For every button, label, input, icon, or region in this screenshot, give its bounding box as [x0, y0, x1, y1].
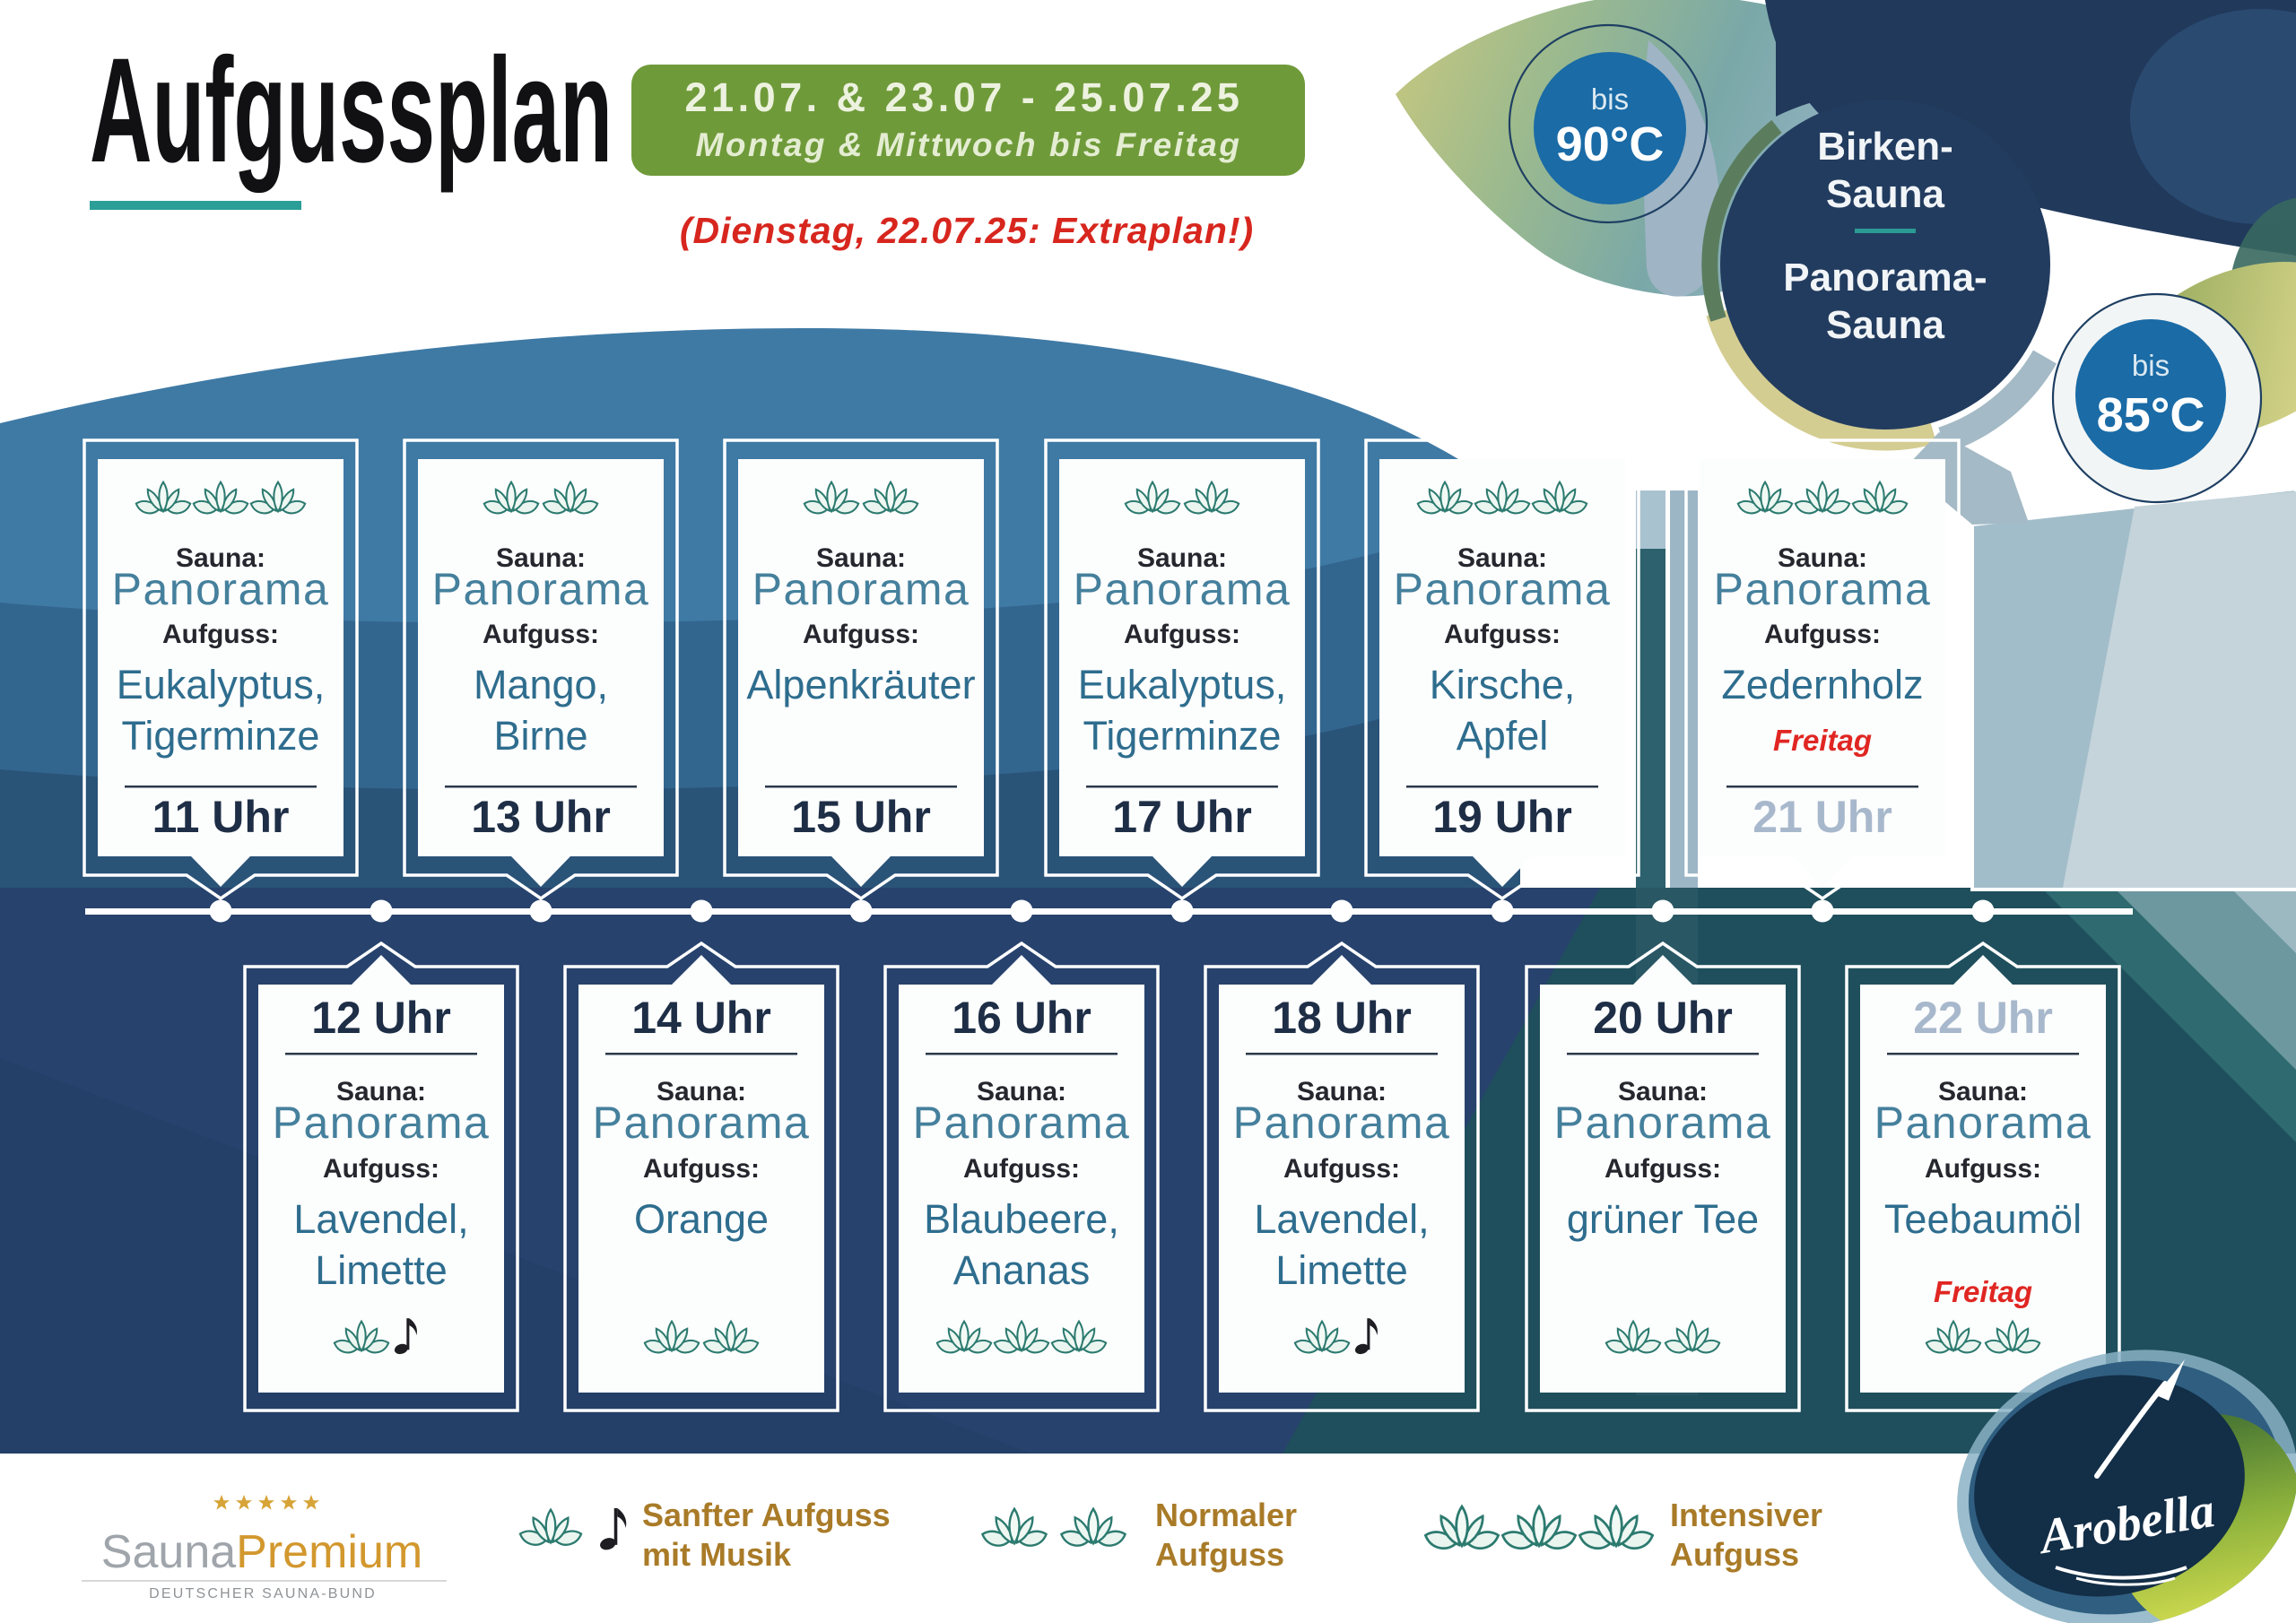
- svg-text:21.07. & 23.07 - 25.07.25: 21.07. & 23.07 - 25.07.25: [685, 74, 1244, 120]
- svg-text:Sauna:: Sauna:: [1938, 1077, 2028, 1107]
- svg-text:Panorama: Panorama: [593, 1098, 811, 1148]
- svg-text:(Dienstag, 22.07.25: Extraplan: (Dienstag, 22.07.25: Extraplan!): [680, 210, 1254, 251]
- svg-text:Eukalyptus,: Eukalyptus,: [117, 662, 326, 707]
- svg-text:Panorama: Panorama: [752, 564, 970, 614]
- svg-text:Sauna:: Sauna:: [1457, 543, 1547, 573]
- svg-text:Aufguss:: Aufguss:: [643, 1154, 760, 1184]
- svg-text:85°C: 85°C: [2097, 388, 2205, 442]
- svg-text:Aufgussplan: Aufgussplan: [90, 27, 613, 194]
- svg-text:Freitag: Freitag: [1773, 724, 1872, 757]
- svg-text:Montag & Mittwoch bis Freitag: Montag & Mittwoch bis Freitag: [696, 126, 1242, 163]
- svg-text:mit Musik: mit Musik: [642, 1536, 792, 1573]
- svg-text:Tigerminze: Tigerminze: [122, 713, 320, 759]
- svg-text:Alpenkräuter: Alpenkräuter: [746, 662, 975, 707]
- svg-text:13 Uhr: 13 Uhr: [471, 792, 611, 842]
- svg-text:bis: bis: [2132, 349, 2170, 382]
- svg-text:Aufguss:: Aufguss:: [1283, 1154, 1400, 1184]
- svg-text:Aufguss:: Aufguss:: [1925, 1154, 2041, 1184]
- svg-text:Birne: Birne: [493, 713, 587, 759]
- svg-text:Zedernholz: Zedernholz: [1721, 662, 1923, 707]
- svg-text:22 Uhr: 22 Uhr: [1913, 993, 2053, 1043]
- svg-text:Freitag: Freitag: [1934, 1275, 2032, 1308]
- svg-text:Aufguss:: Aufguss:: [162, 620, 279, 649]
- svg-text:Sauna:: Sauna:: [657, 1077, 746, 1107]
- svg-text:18 Uhr: 18 Uhr: [1272, 993, 1412, 1043]
- svg-text:Sauna:: Sauna:: [1137, 543, 1227, 573]
- svg-text:Sauna:: Sauna:: [1778, 543, 1867, 573]
- svg-text:Aufguss:: Aufguss:: [1124, 620, 1240, 649]
- svg-text:Sauna:: Sauna:: [496, 543, 586, 573]
- svg-text:Panorama: Panorama: [1874, 1098, 2092, 1148]
- svg-text:Aufguss:: Aufguss:: [1444, 620, 1561, 649]
- svg-text:Teebaumöl: Teebaumöl: [1884, 1196, 2082, 1242]
- svg-text:Kirsche,: Kirsche,: [1430, 662, 1576, 707]
- svg-text:Lavendel,: Lavendel,: [293, 1196, 468, 1242]
- svg-text:11 Uhr: 11 Uhr: [152, 792, 290, 842]
- svg-text:Limette: Limette: [1275, 1247, 1408, 1293]
- svg-text:Sauna: Sauna: [1826, 172, 1945, 216]
- svg-text:grüner Tee: grüner Tee: [1567, 1196, 1759, 1242]
- svg-text:Panorama: Panorama: [1074, 564, 1292, 614]
- svg-text:14 Uhr: 14 Uhr: [631, 993, 771, 1043]
- svg-text:Aufguss:: Aufguss:: [1764, 620, 1881, 649]
- svg-text:Apfel: Apfel: [1457, 713, 1549, 759]
- svg-text:Aufguss:: Aufguss:: [483, 620, 599, 649]
- svg-text:Lavendel,: Lavendel,: [1254, 1196, 1429, 1242]
- svg-text:Aufguss: Aufguss: [1670, 1536, 1799, 1573]
- svg-text:Sanfter Aufguss: Sanfter Aufguss: [642, 1497, 891, 1533]
- svg-text:Tigerminze: Tigerminze: [1083, 713, 1282, 759]
- svg-text:Eukalyptus,: Eukalyptus,: [1078, 662, 1287, 707]
- svg-text:Aufguss:: Aufguss:: [1605, 1154, 1721, 1184]
- svg-text:Sauna:: Sauna:: [1297, 1077, 1387, 1107]
- svg-text:Panorama: Panorama: [273, 1098, 491, 1148]
- svg-text:Panorama: Panorama: [913, 1098, 1131, 1148]
- svg-text:Sauna:: Sauna:: [176, 543, 265, 573]
- svg-text:Normaler: Normaler: [1155, 1497, 1297, 1533]
- svg-text:21 Uhr: 21 Uhr: [1752, 792, 1892, 842]
- svg-text:Panorama-: Panorama-: [1783, 256, 1987, 299]
- svg-text:Aufguss:: Aufguss:: [803, 620, 919, 649]
- svg-text:15 Uhr: 15 Uhr: [791, 792, 931, 842]
- svg-text:Sauna:: Sauna:: [336, 1077, 426, 1107]
- svg-text:Orange: Orange: [634, 1196, 769, 1242]
- svg-text:bis: bis: [1591, 82, 1629, 116]
- svg-text:Aufguss:: Aufguss:: [963, 1154, 1080, 1184]
- svg-text:90°C: 90°C: [1556, 117, 1665, 171]
- svg-text:Sauna:: Sauna:: [977, 1077, 1066, 1107]
- svg-text:Limette: Limette: [315, 1247, 448, 1293]
- svg-text:Sauna:: Sauna:: [1618, 1077, 1708, 1107]
- svg-text:Panorama: Panorama: [1233, 1098, 1451, 1148]
- svg-text:Blaubeere,: Blaubeere,: [924, 1196, 1119, 1242]
- svg-text:Sauna:: Sauna:: [816, 543, 906, 573]
- svg-text:Ananas: Ananas: [953, 1247, 1091, 1293]
- svg-text:Panorama: Panorama: [112, 564, 330, 614]
- svg-text:SaunaPremium: SaunaPremium: [101, 1526, 422, 1578]
- svg-text:19 Uhr: 19 Uhr: [1432, 792, 1572, 842]
- svg-text:Intensiver: Intensiver: [1670, 1497, 1822, 1533]
- svg-text:16 Uhr: 16 Uhr: [952, 993, 1091, 1043]
- svg-text:Panorama: Panorama: [1394, 564, 1612, 614]
- svg-text:Aufguss:: Aufguss:: [323, 1154, 439, 1184]
- svg-text:Panorama: Panorama: [432, 564, 650, 614]
- svg-text:Birken-: Birken-: [1817, 125, 1953, 169]
- svg-text:Aufguss: Aufguss: [1155, 1536, 1284, 1573]
- svg-text:Sauna: Sauna: [1826, 303, 1945, 347]
- svg-text:20 Uhr: 20 Uhr: [1593, 993, 1733, 1043]
- svg-text:Panorama: Panorama: [1714, 564, 1932, 614]
- svg-text:17 Uhr: 17 Uhr: [1112, 792, 1252, 842]
- svg-text:Mango,: Mango,: [474, 662, 608, 707]
- svg-text:DEUTSCHER SAUNA-BUND: DEUTSCHER SAUNA-BUND: [149, 1586, 377, 1601]
- svg-text:12 Uhr: 12 Uhr: [311, 993, 451, 1043]
- svg-text:Panorama: Panorama: [1554, 1098, 1772, 1148]
